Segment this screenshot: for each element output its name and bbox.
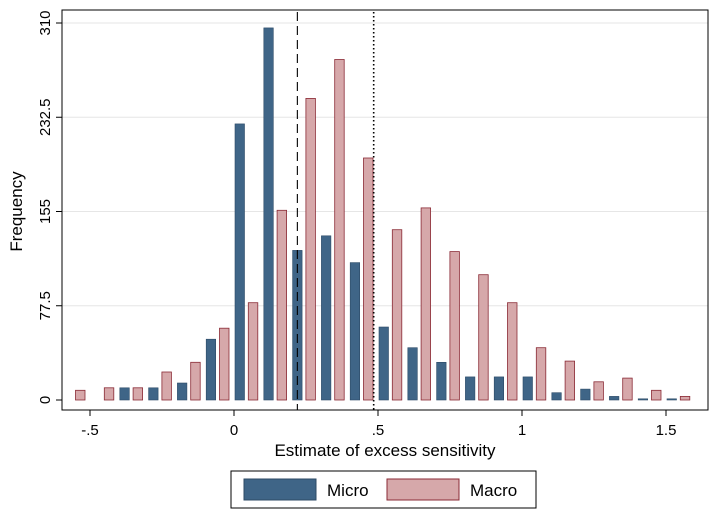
bar-macro: [75, 389, 86, 401]
bar-macro: [103, 387, 115, 401]
bar-macro: [564, 360, 575, 401]
bar-macro: [679, 395, 691, 401]
bar-micro: [436, 361, 447, 401]
bar-micro: [609, 396, 620, 401]
x-tick-label: 1: [518, 422, 526, 439]
bar-micro: [234, 123, 245, 401]
bar-micro: [321, 235, 332, 401]
bar-micro: [378, 326, 389, 401]
bar-macro: [535, 347, 547, 401]
bar-macro: [593, 381, 604, 401]
bar-micro: [119, 387, 130, 401]
y-axis-label: Frequency: [7, 171, 26, 252]
bar-macro: [305, 98, 316, 401]
x-tick-label: 0: [230, 422, 238, 439]
bar-macro: [420, 207, 432, 401]
y-tick-label: 310: [37, 10, 54, 35]
bar-micro: [637, 398, 649, 401]
x-axis-ticks: -.5 0 .5 1 1.5: [81, 410, 676, 439]
bar-micro: [465, 376, 476, 401]
bar-macro: [132, 387, 144, 401]
legend: Micro Macro: [230, 470, 537, 509]
y-axis-ticks: 0 77.5 155 232.5 310: [37, 10, 62, 404]
x-tick-label: 1.5: [656, 422, 677, 439]
bar-macro: [219, 327, 230, 401]
legend-swatch-micro: [243, 478, 317, 501]
x-tick-label: .5: [372, 422, 385, 439]
grid-lines: [62, 22, 708, 307]
bar-micro: [407, 347, 418, 401]
bar-micro: [493, 376, 505, 401]
bar-micro: [177, 382, 188, 401]
bar-macro: [622, 377, 633, 401]
x-axis-label: Estimate of excess sensitivity: [274, 441, 496, 460]
bar-micro: [551, 392, 562, 401]
x-tick-label: -.5: [81, 422, 99, 439]
bar-micro: [666, 398, 677, 401]
legend-label-micro: Micro: [327, 481, 369, 500]
plot-frame: [61, 9, 709, 411]
y-tick-label: 77.5: [37, 291, 54, 320]
bar-macro: [449, 251, 460, 401]
bar-micro: [522, 376, 533, 401]
bar-macro: [478, 274, 489, 401]
bar-macro: [276, 209, 288, 401]
bar-macro: [334, 59, 345, 401]
bar-macro: [190, 361, 201, 401]
bar-macro: [247, 302, 259, 401]
bar-micro: [205, 338, 216, 401]
y-tick-label: 155: [37, 199, 54, 224]
y-tick-label: 0: [37, 396, 54, 404]
bars: [75, 27, 691, 401]
bar-micro: [349, 262, 361, 401]
bar-macro: [507, 302, 518, 401]
bar-micro: [263, 27, 274, 401]
bar-micro: [148, 387, 159, 401]
bar-micro: [580, 388, 591, 401]
bar-macro: [161, 371, 172, 401]
legend-label-macro: Macro: [470, 481, 517, 500]
legend-swatch-macro: [386, 478, 460, 501]
bar-macro: [363, 157, 374, 401]
reference-lines: [296, 12, 375, 410]
bar-macro: [651, 389, 662, 401]
bar-macro: [391, 229, 403, 401]
y-tick-label: 232.5: [37, 98, 54, 136]
